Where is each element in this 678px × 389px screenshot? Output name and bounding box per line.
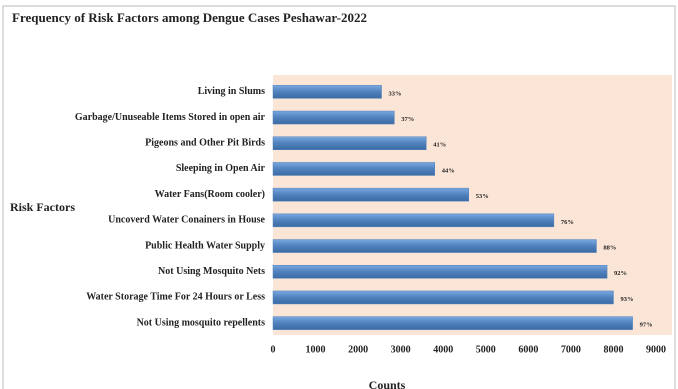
data-label: 53% — [476, 193, 489, 200]
y-tick-label: Sleeping in Open Air — [176, 163, 266, 174]
x-axis-label: Counts — [369, 378, 406, 389]
y-tick-label: Water Fans(Room cooler) — [155, 189, 265, 200]
bar — [272, 110, 395, 125]
x-tick-label: 2000 — [348, 344, 368, 355]
bar — [272, 136, 427, 150]
x-tick-label: 0 — [271, 344, 276, 355]
y-tick-label: Not Using Mosquito Nets — [158, 266, 265, 277]
y-tick-label: Public Health Water Supply — [145, 240, 265, 251]
data-label: 93% — [620, 296, 633, 303]
y-tick-label: Pigeons and Other Pit Birds — [145, 138, 265, 149]
bar — [272, 162, 435, 176]
x-tick-label: 8000 — [603, 344, 623, 355]
bar — [272, 316, 633, 330]
y-tick-label: Not Using mosquito repellents — [137, 317, 266, 328]
y-tick-label: Water Storage Time For 24 Hours or Less — [86, 292, 265, 303]
y-tick-label: Living in Slums — [198, 86, 265, 97]
y-tick-label: Garbage/Unuseable Items Stored in open a… — [75, 112, 266, 123]
bar — [272, 265, 608, 279]
data-label: 44% — [442, 167, 455, 174]
bar — [272, 213, 555, 228]
data-label: 88% — [603, 245, 616, 252]
bar — [272, 85, 382, 99]
bar — [272, 187, 470, 202]
x-tick-label: 5000 — [476, 344, 496, 355]
data-label: 76% — [561, 219, 574, 226]
data-label: 41% — [433, 142, 446, 149]
x-tick-label: 3000 — [391, 344, 411, 355]
chart-title: Frequency of Risk Factors among Dengue C… — [12, 10, 367, 25]
x-tick-label: 1000 — [306, 344, 326, 355]
data-label: 97% — [640, 322, 653, 329]
x-tick-label: 9000 — [646, 344, 666, 355]
data-label: 92% — [614, 270, 627, 277]
x-tick-label: 7000 — [561, 344, 581, 355]
data-label: 33% — [389, 90, 402, 97]
data-label: 37% — [401, 116, 414, 123]
bar — [272, 290, 614, 305]
y-axis-label: Risk Factors — [10, 200, 75, 214]
x-tick-label: 6000 — [518, 344, 538, 355]
y-tick-label: Uncoverd Water Conainers in House — [108, 215, 265, 226]
bar — [272, 239, 597, 253]
x-tick-label: 4000 — [433, 344, 453, 355]
